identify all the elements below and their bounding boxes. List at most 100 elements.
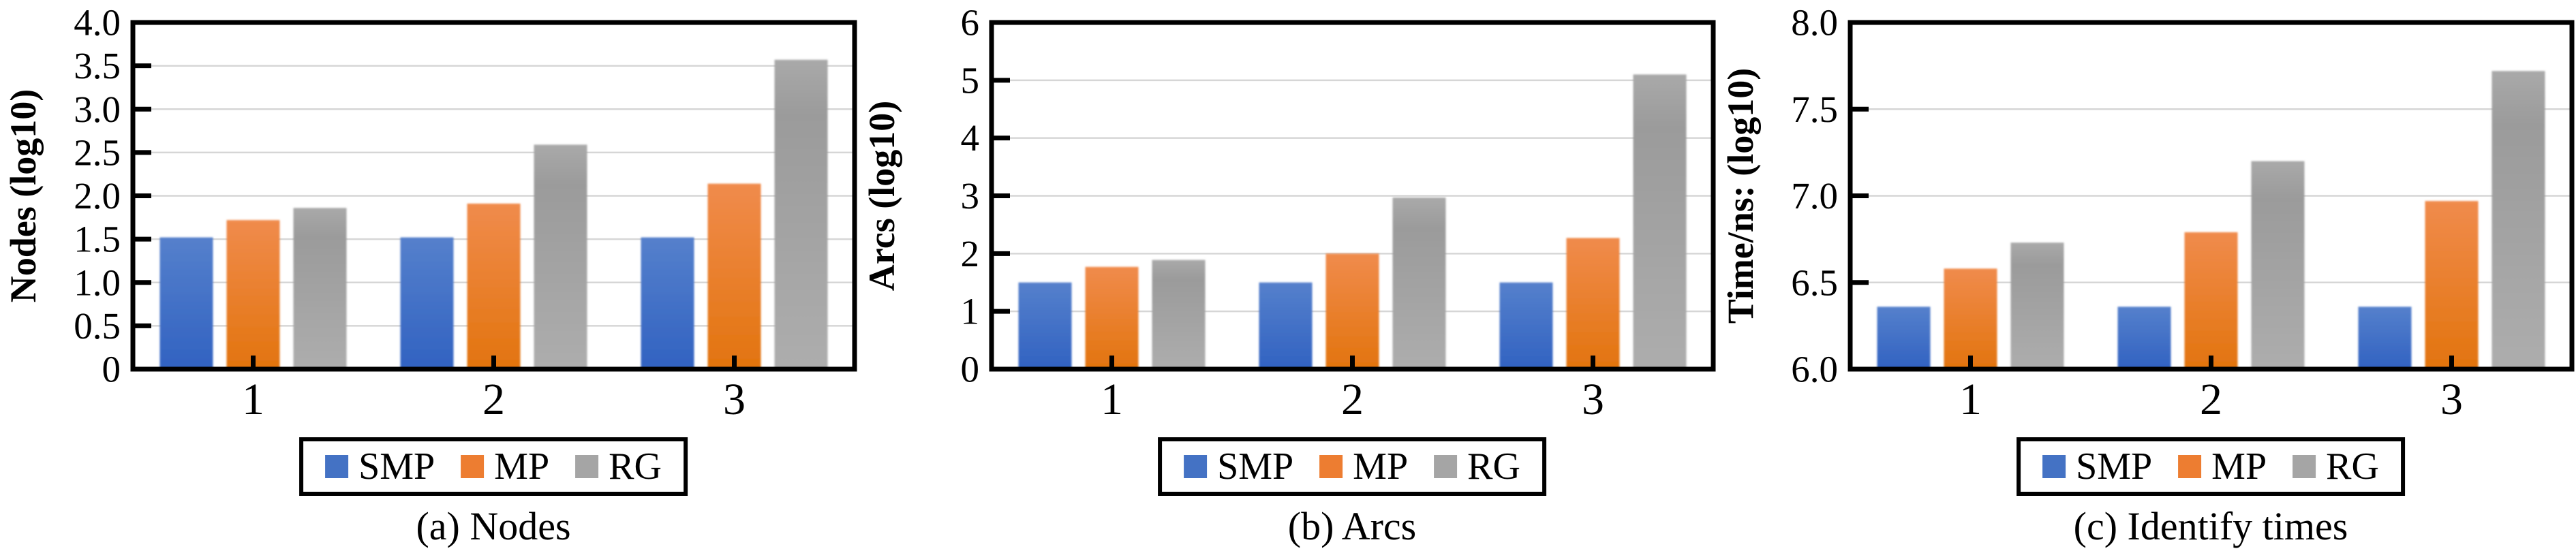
bar-mp-group2 xyxy=(1325,253,1379,369)
y-tick-label: 3.5 xyxy=(74,45,121,86)
x-tick-label: 2 xyxy=(1341,375,1364,424)
y-tick-label: 5 xyxy=(961,59,980,101)
bar-rg-group3 xyxy=(2491,71,2545,369)
y-tick-label: 4 xyxy=(961,117,980,159)
y-tick-label: 8.0 xyxy=(1791,2,1838,44)
legend-swatch-rg xyxy=(1434,455,1458,478)
legend: SMP MP RG xyxy=(2017,437,2405,496)
legend-label-smp: SMP xyxy=(1217,445,1294,488)
legend-item-rg: RG xyxy=(1434,447,1520,486)
y-axis-title: Arcs (log10) xyxy=(861,101,902,291)
y-tick-label: 1.0 xyxy=(74,262,121,303)
legend-item-rg: RG xyxy=(2293,447,2379,486)
legend-swatch-smp xyxy=(2042,455,2066,478)
y-tick-label: 3.0 xyxy=(74,89,121,130)
bars-group xyxy=(1877,71,2545,369)
y-tick-label: 7.5 xyxy=(1791,89,1838,130)
bar-rg-group2 xyxy=(2251,161,2305,369)
bar-mp-group3 xyxy=(707,183,761,369)
identify-times-bar-chart: 6.0 6.5 7.0 7.5 8.0 1 2 3 Time/ns: (log10) xyxy=(1720,2,2575,424)
bars-group xyxy=(1018,74,1687,369)
legend-label-rg: RG xyxy=(609,445,662,488)
bar-rg-group3 xyxy=(774,59,828,369)
legend-swatch-mp xyxy=(461,455,485,478)
x-tick-label: 3 xyxy=(723,375,746,424)
y-tick-label: 2.5 xyxy=(74,131,121,173)
bar-smp-group1 xyxy=(159,237,213,369)
y-tick-label: 3 xyxy=(961,175,980,217)
y-tick-label: 7.0 xyxy=(1791,175,1838,217)
x-tick-label: 3 xyxy=(1582,375,1604,424)
legend-item-mp: MP xyxy=(461,447,549,486)
bar-rg-group2 xyxy=(1392,198,1446,369)
legend-label-smp: SMP xyxy=(2076,445,2153,488)
chart-panel-arcs: 0 1 2 3 4 5 6 1 2 3 Arcs (log10) SMP MP RG (b) Arc… xyxy=(859,0,1717,551)
legend-swatch-mp xyxy=(2178,455,2202,478)
arcs-bar-chart: 0 1 2 3 4 5 6 1 2 3 Arcs (log10) xyxy=(861,2,1716,424)
legend-item-smp: SMP xyxy=(325,447,435,486)
legend-label-mp: MP xyxy=(494,445,550,488)
bar-smp-group1 xyxy=(1018,282,1072,369)
chart-caption-b: (b) Arcs xyxy=(1287,504,1417,548)
legend: SMP MP RG xyxy=(1158,437,1546,496)
bar-smp-group3 xyxy=(2358,306,2412,369)
chart-caption-c: (c) Identify times xyxy=(2073,504,2348,548)
legend-swatch-mp xyxy=(1319,455,1343,478)
x-tick-label: 3 xyxy=(2440,375,2463,424)
bars-group xyxy=(159,59,828,370)
bar-rg-group2 xyxy=(534,144,587,370)
bar-smp-group1 xyxy=(1877,306,1931,369)
y-tick-label: 0 xyxy=(102,349,121,390)
legend-swatch-smp xyxy=(1184,455,1208,478)
legend-item-smp: SMP xyxy=(1184,447,1293,486)
chart-caption-a: (a) Nodes xyxy=(416,504,571,548)
bar-smp-group2 xyxy=(2117,306,2171,369)
y-tick-label: 1.5 xyxy=(74,219,121,260)
y-axis-title: Nodes (log10) xyxy=(3,89,44,302)
y-tick-label: 2 xyxy=(961,233,980,274)
y-tick-label: 6.5 xyxy=(1791,262,1838,303)
bar-rg-group1 xyxy=(2010,242,2064,369)
bar-mp-group2 xyxy=(2184,232,2238,369)
bar-smp-group2 xyxy=(400,237,454,369)
bar-rg-group1 xyxy=(293,208,347,369)
bar-rg-group1 xyxy=(1152,259,1206,369)
bar-mp-group1 xyxy=(226,220,280,369)
legend-item-mp: MP xyxy=(2178,447,2267,486)
y-tick-label: 6 xyxy=(961,2,980,44)
y-tick-label: 6.0 xyxy=(1791,349,1838,390)
x-tick-label: 1 xyxy=(1959,375,1982,424)
legend-swatch-smp xyxy=(325,455,349,478)
y-tick-label: 2.0 xyxy=(74,175,121,217)
x-tick-label: 1 xyxy=(1101,375,1123,424)
legend-item-smp: SMP xyxy=(2042,447,2152,486)
bar-mp-group3 xyxy=(1566,238,1620,369)
legend-label-rg: RG xyxy=(2326,445,2379,488)
x-tick-label: 2 xyxy=(482,375,505,424)
y-tick-label: 0 xyxy=(961,349,980,390)
bar-smp-group3 xyxy=(1499,282,1553,369)
y-axis-title: Time/ns: (log10) xyxy=(1720,68,1761,324)
x-tick-label: 2 xyxy=(2200,375,2222,424)
y-tick-label: 4.0 xyxy=(74,2,121,44)
y-tick-label: 0.5 xyxy=(74,305,121,347)
bar-smp-group2 xyxy=(1259,282,1313,369)
legend-swatch-rg xyxy=(575,455,599,478)
bar-mp-group1 xyxy=(1085,266,1139,369)
chart-panel-identify-times: 6.0 6.5 7.0 7.5 8.0 1 2 3 Time/ns: (log10) SMP M… xyxy=(1717,0,2576,551)
legend-item-rg: RG xyxy=(575,447,662,486)
legend-label-mp: MP xyxy=(2211,445,2267,488)
x-tick-label: 1 xyxy=(242,375,264,424)
legend: SMP MP RG xyxy=(299,437,688,496)
legend-item-mp: MP xyxy=(1319,447,1408,486)
nodes-bar-chart: 00.51.01.52.02.53.03.54.0 1 2 3 Nodes (log10… xyxy=(3,2,857,424)
bar-rg-group3 xyxy=(1633,74,1687,369)
bar-smp-group3 xyxy=(641,237,694,369)
legend-swatch-rg xyxy=(2293,455,2316,478)
y-tick-label: 1 xyxy=(961,291,980,332)
bar-mp-group1 xyxy=(1944,268,1997,369)
legend-label-mp: MP xyxy=(1353,445,1409,488)
legend-label-smp: SMP xyxy=(358,445,435,488)
bar-mp-group3 xyxy=(2425,201,2479,369)
